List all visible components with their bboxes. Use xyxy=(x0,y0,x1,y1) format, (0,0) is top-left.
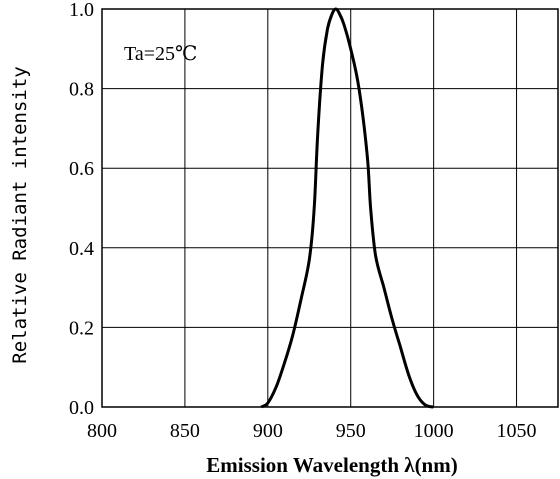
x-axis-label: Emission Wavelength λ(nm) xyxy=(206,453,457,477)
x-tick-label: 800 xyxy=(87,420,117,442)
x-tick-label: 850 xyxy=(170,420,200,442)
temperature-annotation: Ta=25℃ xyxy=(124,43,197,65)
plot-frame xyxy=(101,8,559,408)
y-tick-label: 0.6 xyxy=(69,158,94,180)
emission-spectrum-line xyxy=(260,7,434,409)
grid-lines xyxy=(102,9,558,407)
x-tick-label: 950 xyxy=(336,420,366,442)
x-axis-ticks: 800 850 900 950 1000 1050 xyxy=(87,420,537,442)
x-tick-label: 1000 xyxy=(414,420,454,442)
x-tick-label: 900 xyxy=(253,420,283,442)
y-tick-label: 0.2 xyxy=(69,317,94,339)
y-tick-label: 0.0 xyxy=(69,397,94,419)
x-tick-label: 1050 xyxy=(497,420,537,442)
y-axis-label: Relative Radiant intensity xyxy=(9,66,31,363)
y-axis-ticks: 0.0 0.2 0.4 0.6 0.8 1.0 xyxy=(69,0,94,419)
y-tick-label: 0.8 xyxy=(69,79,94,101)
y-tick-label: 0.4 xyxy=(69,238,94,260)
y-tick-label: 1.0 xyxy=(69,0,94,21)
